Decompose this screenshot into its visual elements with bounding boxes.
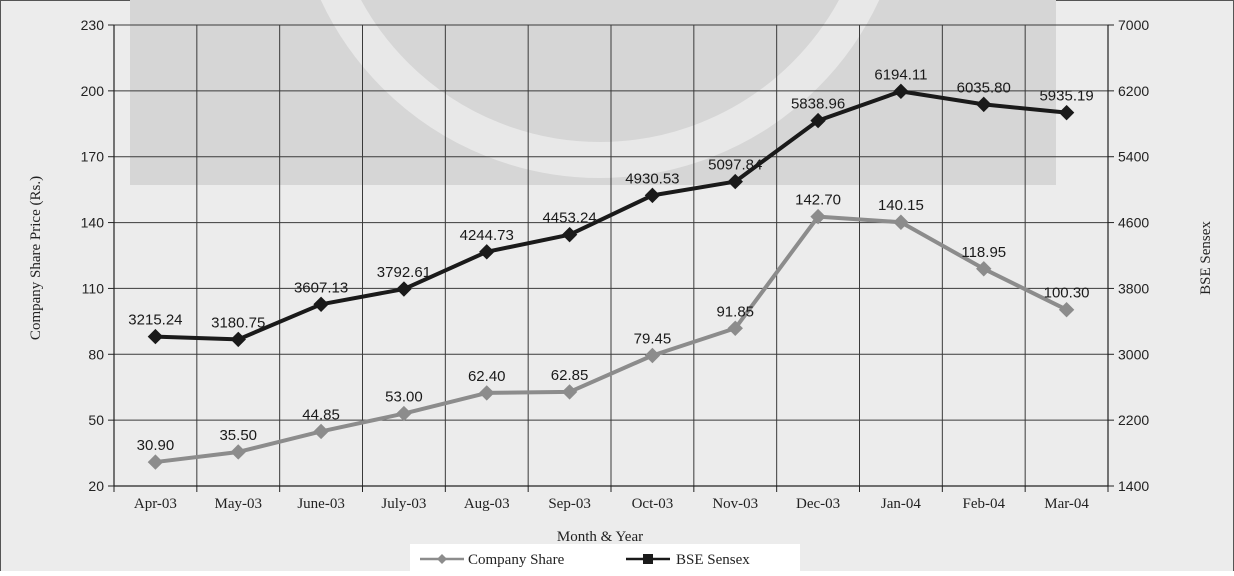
y-axis-left-label: Company Share Price (Rs.) — [28, 176, 44, 340]
data-point — [147, 328, 164, 345]
y-right-tick-label: 4600 — [1118, 215, 1149, 231]
x-tick-label: Dec-03 — [796, 496, 840, 512]
data-label: 4930.53 — [625, 170, 679, 187]
data-label: 4453.24 — [542, 210, 596, 227]
legend-label: BSE Sensex — [676, 552, 750, 568]
data-label: 91.85 — [716, 303, 754, 320]
y-right-tick-label: 3800 — [1118, 280, 1149, 296]
x-axis-label: Month & Year — [557, 529, 643, 545]
y-right-tick-label: 5400 — [1118, 149, 1149, 165]
y-right-tick-label: 1400 — [1118, 478, 1149, 494]
data-point — [893, 83, 909, 100]
data-point — [479, 244, 495, 260]
series-line — [155, 214, 1068, 465]
y-left-tick-label: 170 — [81, 149, 105, 165]
x-tick-label: May-03 — [215, 496, 263, 512]
data-label: 5935.19 — [1039, 88, 1093, 105]
data-label: 118.95 — [961, 244, 1006, 261]
x-tick-label: Oct-03 — [632, 496, 674, 512]
data-point — [561, 384, 578, 400]
legend-label: Company Share — [468, 552, 565, 568]
data-point — [313, 296, 329, 313]
data-label: 62.40 — [468, 368, 506, 385]
legend-marker-icon — [643, 554, 653, 564]
data-label: 6035.80 — [957, 79, 1011, 96]
legend-item-bse-sensex: BSE Sensex — [626, 552, 750, 568]
y-left-tick-label: 110 — [82, 280, 105, 296]
data-point — [230, 331, 246, 348]
data-label: 6194.11 — [874, 66, 927, 83]
right-axis-ticks: 1400 2200 3000 3800 4600 5400 6200 7000 — [1108, 17, 1149, 494]
legend-marker-icon — [437, 554, 447, 564]
data-point — [976, 261, 992, 277]
data-label: 3792.61 — [377, 264, 431, 281]
data-label: 3215.24 — [128, 312, 182, 329]
data-label: 100.30 — [1044, 285, 1090, 302]
series-line — [155, 89, 1067, 342]
x-tick-label: Mar-04 — [1044, 496, 1089, 512]
y-right-tick-label: 6200 — [1118, 83, 1149, 99]
legend-box — [410, 544, 800, 571]
data-label: 30.90 — [137, 437, 175, 454]
data-point — [479, 385, 495, 401]
y-right-tick-label: 3000 — [1118, 346, 1149, 362]
data-label: 35.50 — [219, 427, 257, 444]
grid-lines — [113, 24, 1109, 487]
data-point — [561, 226, 578, 243]
x-tick-label: Feb-04 — [963, 496, 1006, 512]
series-company-share: 30.90 35.50 44.85 53.00 62.40 62.85 79.45 91.85… — [137, 192, 1090, 470]
data-point — [727, 173, 743, 190]
y-left-tick-label: 20 — [88, 478, 104, 494]
data-label: 62.85 — [551, 367, 589, 384]
y-left-tick-label: 80 — [88, 346, 104, 362]
data-label: 53.00 — [385, 389, 423, 406]
x-tick-label: Apr-03 — [134, 496, 177, 512]
data-label: 44.85 — [302, 406, 340, 423]
x-tick-label: Jan-04 — [881, 496, 921, 512]
data-point — [727, 320, 743, 336]
x-tick-label: Sep-03 — [548, 496, 591, 512]
x-tick-label: Aug-03 — [464, 496, 510, 512]
legend-item-company-share: Company Share — [420, 552, 565, 568]
data-label: 3607.13 — [294, 279, 348, 296]
data-point — [147, 454, 164, 470]
data-point — [1058, 302, 1075, 318]
data-label: 5838.96 — [791, 96, 845, 113]
data-label: 79.45 — [634, 330, 672, 347]
data-label: 4244.73 — [460, 227, 514, 244]
series-layer: 30.90 35.50 44.85 53.00 62.40 62.85 79.45 91.85… — [128, 66, 1094, 470]
data-point — [396, 405, 412, 422]
y-left-tick-label: 230 — [81, 17, 105, 33]
data-point — [1058, 104, 1075, 121]
legend: Company Share BSE Sensex — [410, 544, 800, 571]
y-right-tick-label: 7000 — [1118, 17, 1149, 33]
y-left-tick-label: 50 — [88, 412, 104, 428]
x-axis-ticks: Apr-03 May-03 June-03 July-03 Aug-03 Sep-03 Oc… — [113, 486, 1109, 512]
data-label: 5097.84 — [708, 157, 762, 174]
y-axis-right-label: BSE Sensex — [1198, 221, 1214, 295]
y-right-tick-label: 2200 — [1118, 412, 1149, 428]
data-point — [396, 281, 412, 297]
data-point — [644, 187, 661, 204]
x-tick-label: July-03 — [381, 496, 426, 512]
data-point — [810, 208, 826, 225]
data-point — [810, 112, 826, 129]
x-tick-label: June-03 — [297, 496, 345, 512]
series-bse-sensex: 3215.24 3180.75 3607.13 3792.61 4244.73 4453.… — [128, 66, 1094, 348]
data-label: 3180.75 — [211, 314, 265, 331]
data-point — [644, 347, 661, 364]
left-axis-ticks: 20 50 80 110 140 170 200 230 — [81, 17, 114, 494]
x-tick-label: Nov-03 — [712, 496, 758, 512]
data-point — [893, 214, 909, 230]
data-point — [976, 96, 992, 113]
y-left-tick-label: 140 — [81, 215, 105, 231]
data-label: 140.15 — [878, 197, 924, 214]
data-point — [230, 444, 246, 460]
data-label: 142.70 — [795, 192, 841, 209]
data-point — [313, 423, 329, 440]
y-left-tick-label: 200 — [81, 83, 105, 99]
